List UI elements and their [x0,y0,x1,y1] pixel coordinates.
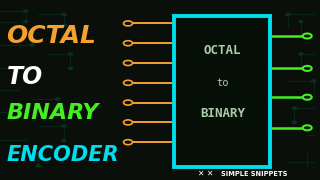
Circle shape [124,60,132,66]
Circle shape [303,66,312,71]
Circle shape [24,10,28,12]
Circle shape [24,80,28,82]
Text: to: to [216,78,229,88]
Circle shape [312,80,316,82]
Circle shape [56,98,60,100]
Circle shape [124,41,132,46]
Circle shape [299,53,303,55]
Circle shape [30,31,34,33]
Circle shape [68,67,72,69]
Circle shape [292,107,296,109]
Circle shape [62,125,66,127]
Circle shape [62,139,66,141]
Circle shape [124,120,132,125]
Text: BINARY: BINARY [200,107,245,120]
Circle shape [124,140,132,145]
Circle shape [30,44,34,46]
Circle shape [62,13,66,15]
Circle shape [124,80,132,85]
Circle shape [62,24,66,26]
Circle shape [68,53,72,55]
Circle shape [124,21,132,26]
Text: ✕ ✕: ✕ ✕ [198,169,214,178]
Text: OCTAL: OCTAL [6,24,96,48]
Circle shape [24,21,28,23]
Text: ENCODER: ENCODER [6,145,119,165]
Text: OCTAL: OCTAL [204,44,241,57]
Bar [174,16,270,167]
Circle shape [36,152,40,154]
Circle shape [286,13,290,15]
Text: SIMPLE SNIPPETS: SIMPLE SNIPPETS [221,171,287,177]
Circle shape [303,95,312,100]
Text: BINARY: BINARY [6,103,99,123]
Circle shape [292,121,296,123]
Text: TO: TO [6,64,43,89]
Circle shape [56,111,60,113]
Circle shape [303,33,312,39]
Circle shape [299,21,303,23]
Circle shape [24,67,28,69]
Circle shape [303,125,312,130]
Circle shape [124,100,132,105]
Circle shape [36,165,40,167]
